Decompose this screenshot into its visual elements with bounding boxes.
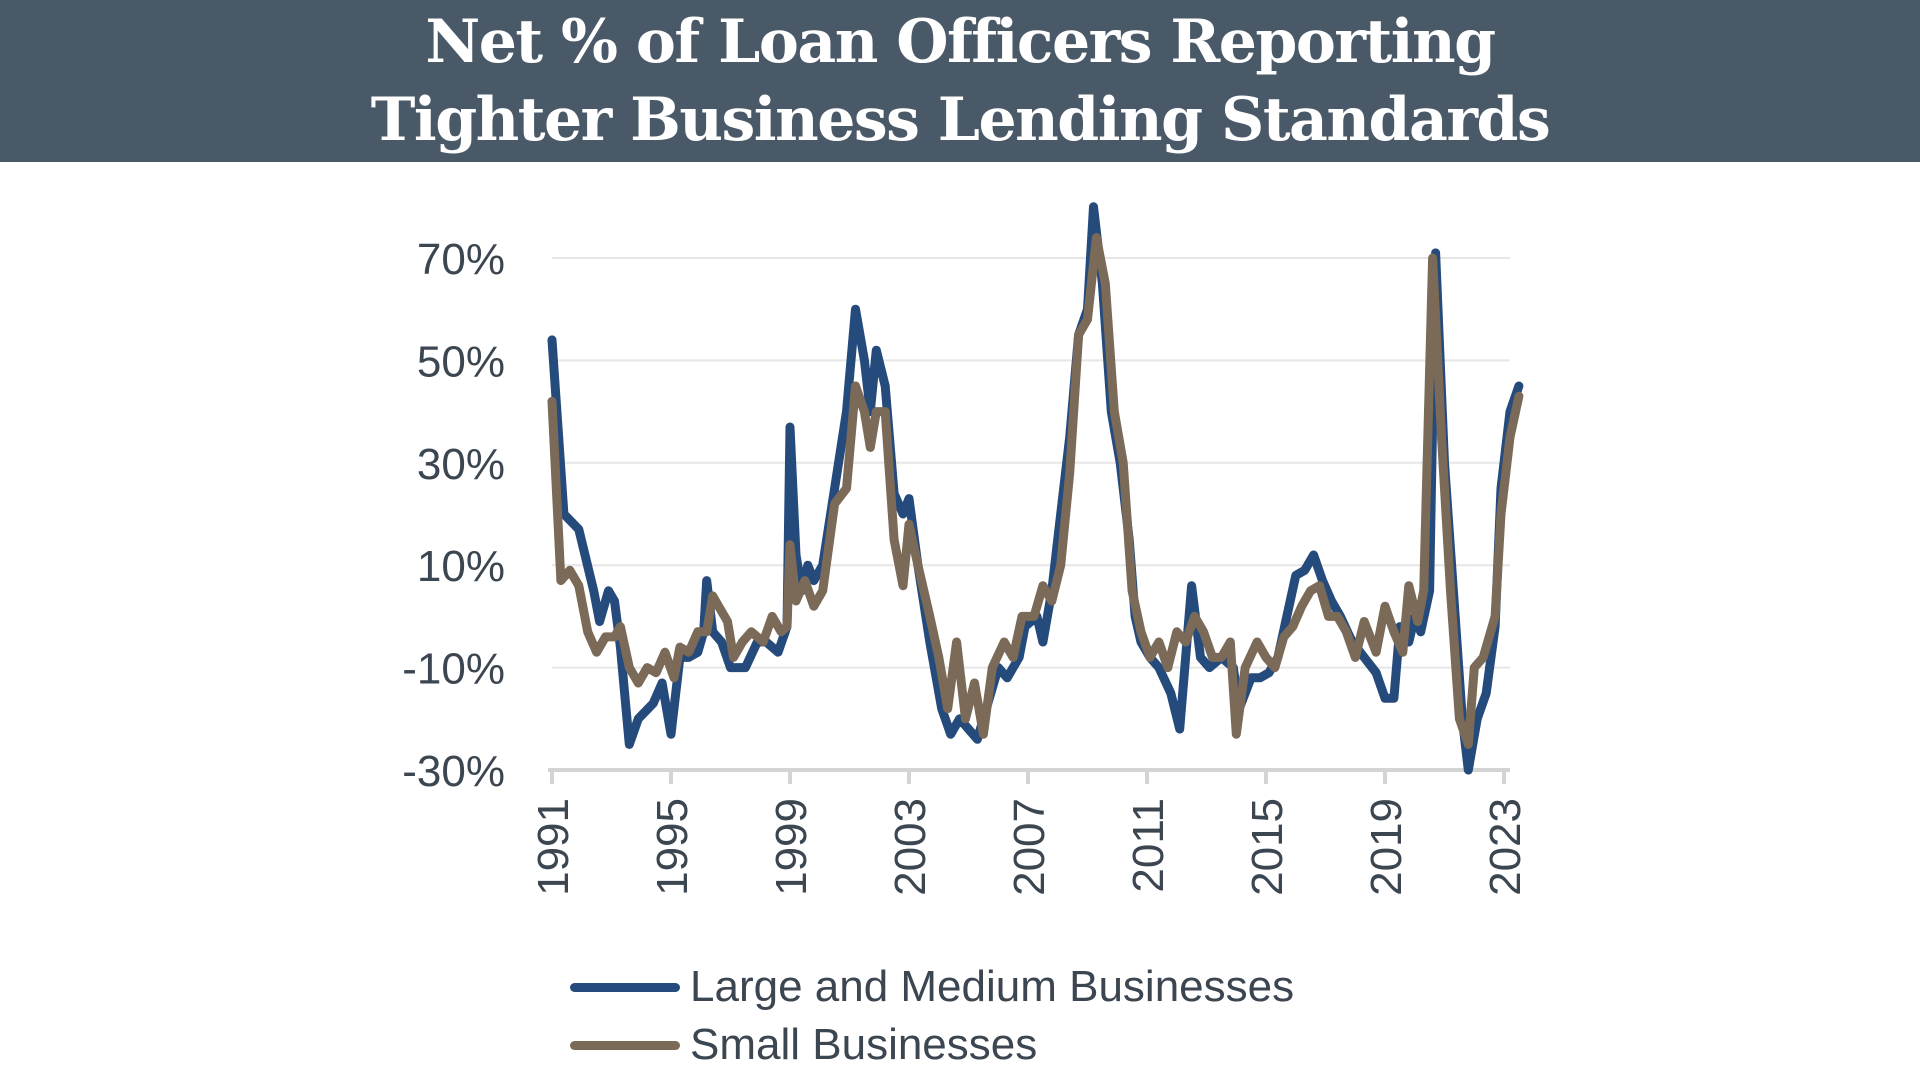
legend-label-small: Small Businesses [690, 1020, 1038, 1069]
y-tick-label: 30% [417, 440, 505, 489]
x-tick-label: 1999 [767, 798, 816, 896]
y-tick-label: 50% [417, 337, 505, 386]
chart-title-banner: Net % of Loan Officers Reporting Tighter… [0, 0, 1920, 162]
series-lines [547, 202, 1524, 775]
y-tick-label: 70% [417, 235, 505, 284]
x-axis: 1991 1995 1999 2003 2007 2011 2015 2019 2023 [529, 768, 1530, 896]
legend-item-small: Small Businesses [570, 1016, 1294, 1074]
y-axis-tick-labels: 70% 50% 30% 10% -10% -30% [402, 235, 505, 796]
y-tick-label: -10% [402, 645, 505, 694]
legend-item-large-medium: Large and Medium Businesses [570, 958, 1294, 1016]
legend-swatch-large-medium [570, 982, 680, 992]
y-tick-label: 10% [417, 542, 505, 591]
gridlines [552, 257, 1510, 669]
x-tick-label: 2003 [886, 798, 935, 896]
legend-label-large-medium: Large and Medium Businesses [690, 962, 1295, 1011]
x-tick-label: 1991 [529, 798, 578, 896]
chart-title-line-2: Tighter Business Lending Standards [370, 85, 1551, 155]
x-tick-label: 2011 [1124, 798, 1173, 893]
legend-swatch-small [570, 1040, 680, 1050]
series-line-large-medium [547, 202, 1524, 775]
y-tick-label: -30% [402, 747, 505, 796]
series-line-small [547, 233, 1524, 749]
legend: Large and Medium Businesses Small Busine… [570, 958, 1294, 1074]
x-tick-label: 2019 [1362, 798, 1411, 896]
x-tick-label: 2023 [1481, 798, 1530, 896]
x-tick-label: 2007 [1005, 798, 1054, 896]
x-tick-label: 1995 [648, 798, 697, 896]
chart-title-line-1: Net % of Loan Officers Reporting [425, 7, 1496, 77]
x-tick-label: 2015 [1243, 798, 1292, 896]
